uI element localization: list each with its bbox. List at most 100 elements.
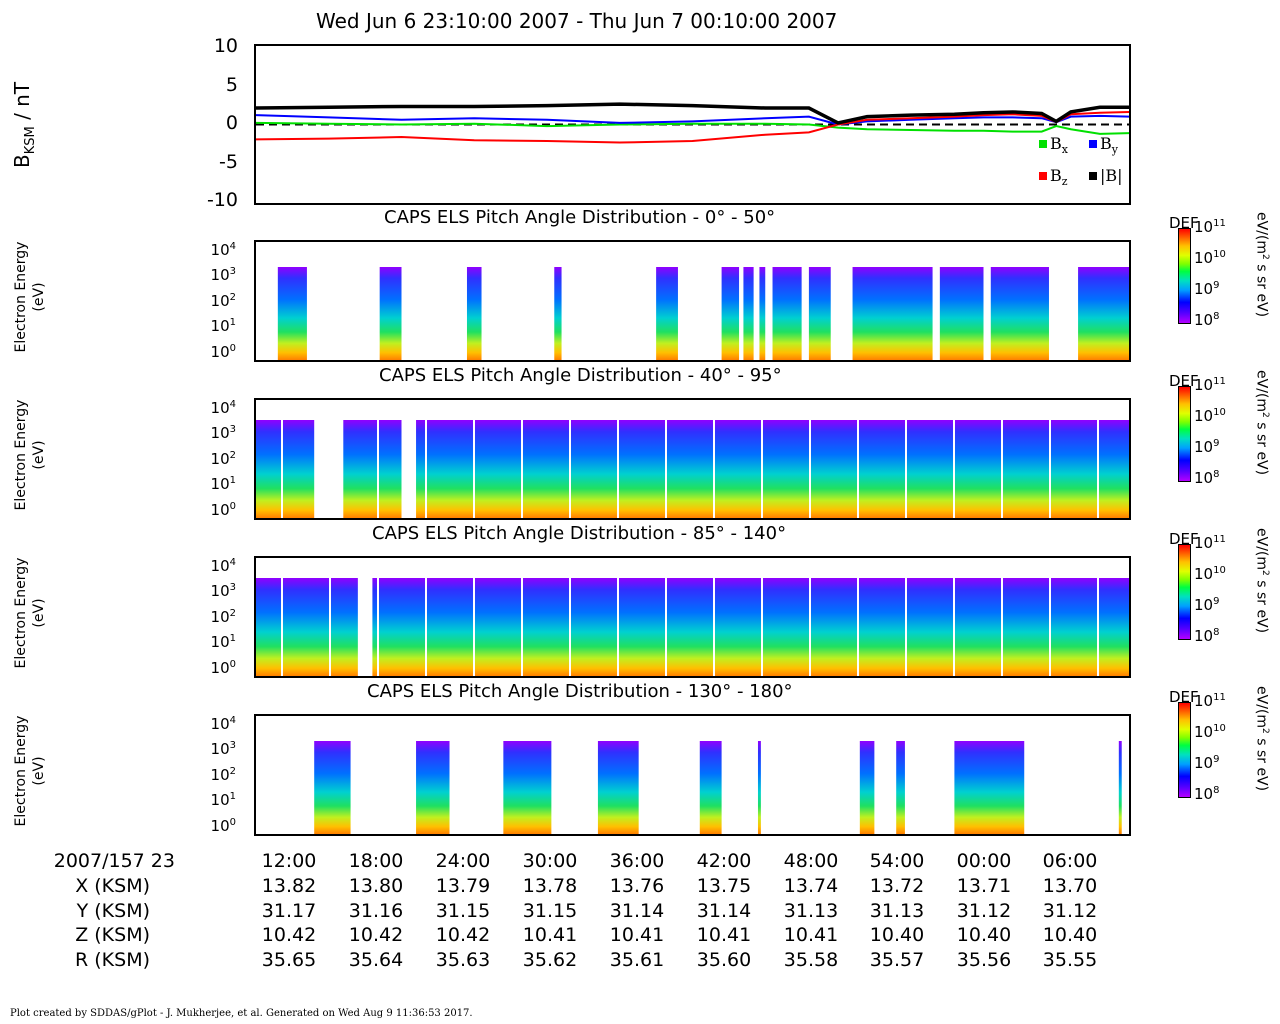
ephemeris-value: 10.41 (783, 924, 839, 946)
colorbar-label: DEF (1169, 214, 1199, 232)
spectrogram-ylabel: Electron Energy (eV) (13, 557, 47, 669)
ephemeris-value: 10.41 (522, 924, 578, 946)
data-gap-line (857, 558, 859, 676)
energy-ytick: 104 (210, 715, 236, 733)
spectrogram-data-block (859, 741, 875, 834)
colorbar-tick: 109 (1194, 754, 1220, 772)
spectrogram-data-block (503, 741, 552, 834)
ephemeris-value: 10.42 (348, 924, 404, 946)
spectrogram-data-block (656, 267, 678, 360)
data-gap-line (617, 558, 619, 676)
energy-ytick: 103 (210, 740, 236, 758)
data-gap-line (569, 400, 571, 518)
data-gap-line (713, 558, 715, 676)
colorbar-label: DEF (1169, 372, 1199, 390)
colorbar-label: DEF (1169, 688, 1199, 706)
data-gap-line (617, 400, 619, 518)
mag-ytick: 0 (225, 112, 238, 134)
spectrogram-data-block (1118, 741, 1122, 834)
spectrogram-panel (254, 398, 1131, 520)
legend-by: By (1089, 134, 1118, 156)
data-gap-line (1049, 400, 1051, 518)
ephemeris-value: 13.78 (522, 875, 578, 897)
time-tick: 00:00 (956, 850, 1012, 872)
colorbar-label: DEF (1169, 530, 1199, 548)
spectrogram-title: CAPS ELS Pitch Angle Distribution - 40° … (379, 365, 782, 386)
spectrogram-ylabel: Electron Energy (eV) (13, 241, 47, 353)
spectrogram-panel (254, 240, 1131, 362)
spectrogram-data-block (379, 267, 402, 360)
ephemeris-value: 13.80 (348, 875, 404, 897)
spectrogram-data-block (597, 741, 639, 834)
energy-ytick: 104 (210, 241, 236, 259)
data-gap-line (953, 400, 955, 518)
ephemeris-value: 10.41 (696, 924, 752, 946)
colorbar (1178, 228, 1191, 324)
spectrogram-data-block (759, 267, 766, 360)
data-gap-line (761, 558, 763, 676)
colorbar-tick: 1010 (1194, 565, 1226, 583)
energy-ytick: 101 (210, 791, 236, 809)
spectrogram-data-block (852, 267, 933, 360)
ephemeris-value: 35.65 (261, 948, 317, 971)
data-gap-line (425, 558, 427, 676)
energy-ytick: 104 (210, 399, 236, 417)
energy-ytick: 103 (210, 424, 236, 442)
spectrogram-data-block (416, 741, 450, 834)
footer-credit: Plot created by SDDAS/gPlot - J. Mukherj… (10, 1008, 473, 1019)
data-gap-line (521, 558, 523, 676)
spectrogram-data-block (896, 741, 905, 834)
legend-bmag: |B| (1089, 166, 1123, 185)
data-gap-line (953, 558, 955, 676)
ephemeris-value: 31.12 (1042, 899, 1098, 922)
spectrogram-plot (314, 741, 1122, 834)
ephemeris-value: 10.42 (435, 924, 491, 946)
colorbar-tick: 1011 (1194, 218, 1226, 236)
spectrogram-data-block (808, 267, 831, 360)
data-gap-line (281, 558, 283, 676)
spectrogram-data-block (554, 267, 562, 360)
data-gap-line (329, 400, 331, 518)
spectrogram-data-block (743, 267, 754, 360)
data-gap-line (569, 558, 571, 676)
ephemeris-value: 35.63 (435, 948, 491, 971)
data-gap-line (809, 558, 811, 676)
data-gap-line (377, 400, 379, 518)
data-gap-line (1097, 400, 1099, 518)
data-gap-line (905, 558, 907, 676)
mag-ytick: 5 (225, 74, 238, 96)
spectrogram-panel (254, 556, 1131, 678)
data-gap-line (761, 400, 763, 518)
ephemeris-value: 13.74 (783, 875, 839, 897)
energy-ytick: 102 (210, 608, 236, 626)
data-gap-line (377, 558, 379, 676)
time-tick: 54:00 (869, 850, 925, 872)
ephemeris-value: 31.14 (696, 899, 752, 922)
spectrogram-data-block (416, 420, 1129, 518)
spectrogram-data-block (372, 578, 1129, 676)
colorbar-unit: eV/(m2 s sr eV) (1253, 370, 1270, 476)
ephemeris-value: 31.17 (261, 899, 317, 922)
spectrogram-data-block (277, 267, 307, 360)
energy-ytick: 103 (210, 266, 236, 284)
spectrogram-data-block (721, 267, 740, 360)
ephemeris-value: 10.40 (956, 924, 1012, 946)
spectrogram-title: CAPS ELS Pitch Angle Distribution - 85° … (372, 523, 787, 544)
mag-panel: Bx By Bz |B| (254, 44, 1131, 205)
spectrogram-data-block (757, 741, 761, 834)
time-tick: 42:00 (696, 850, 752, 872)
ephemeris-value: 35.60 (696, 948, 752, 971)
spectrogram-data-block (954, 741, 1025, 834)
time-tick: 18:00 (348, 850, 404, 872)
energy-ytick: 100 (210, 659, 236, 677)
spectrogram-plot (256, 400, 1129, 518)
colorbar-tick: 109 (1194, 438, 1220, 456)
colorbar-tick: 1011 (1194, 534, 1226, 552)
ephemeris-value: 13.71 (956, 875, 1012, 897)
colorbar-tick: 1011 (1194, 376, 1226, 394)
ephemeris-value: 35.55 (1042, 948, 1098, 971)
legend-bz: Bz (1039, 166, 1068, 188)
ephemeris-value: 31.13 (869, 899, 925, 922)
colorbar-tick: 1011 (1194, 692, 1226, 710)
ephemeris-value: 35.64 (348, 948, 404, 971)
